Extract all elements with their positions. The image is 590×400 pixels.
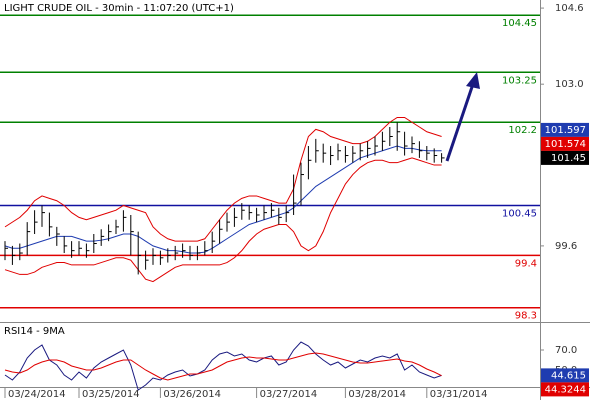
x-tick-label: 03/24/2014 [8, 389, 66, 400]
series-line [4, 352, 442, 381]
x-tick-label: 03/27/2014 [260, 389, 318, 400]
series-line [4, 116, 442, 242]
price-marker-label: 44.3244 [545, 384, 586, 395]
price-marker [541, 136, 589, 151]
x-tick-label: 03/26/2014 [163, 389, 221, 400]
price-marker-label: 44.615 [551, 370, 586, 381]
y-tick-label: 99.6 [555, 241, 577, 252]
indicator-title: RSI14 - 9MA [4, 326, 65, 337]
level-label: 104.45 [502, 18, 537, 29]
level-label: 103.25 [502, 75, 537, 86]
y-tick-label: 104.6 [555, 3, 584, 14]
price-marker [541, 150, 589, 165]
y-tick-label: 70.0 [555, 345, 577, 356]
chart-title: LIGHT CRUDE OIL - 30min - 11:07:20 (UTC+… [4, 3, 234, 14]
forecast-arrow [445, 72, 480, 162]
price-marker-label: 101.45 [551, 153, 586, 164]
level-label: 102.2 [508, 125, 537, 136]
series-line [4, 145, 442, 254]
series-line [4, 157, 442, 283]
price-marker-label: 101.597 [545, 125, 586, 136]
price-marker [541, 368, 589, 383]
price-marker [541, 122, 589, 137]
series-line [4, 341, 442, 391]
x-tick-label: 03/25/2014 [82, 389, 140, 400]
x-tick-label: 03/28/2014 [348, 389, 406, 400]
price-marker [541, 382, 589, 397]
level-label: 98.3 [515, 311, 537, 322]
x-tick-label: 03/31/2014 [430, 389, 488, 400]
price-marker-label: 101.574 [545, 139, 586, 150]
level-label: 100.45 [502, 208, 537, 219]
level-label: 99.4 [515, 258, 537, 269]
y-tick-label: 103.0 [555, 79, 584, 90]
